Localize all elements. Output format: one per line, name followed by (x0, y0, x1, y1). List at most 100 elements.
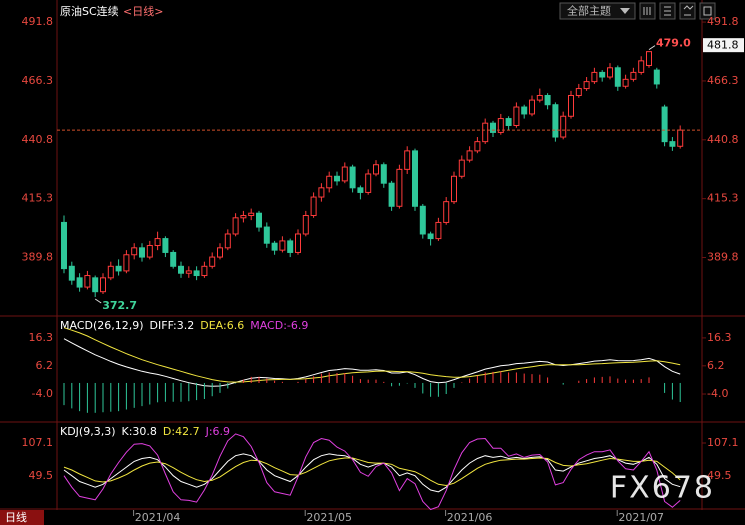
candle-body (482, 122, 489, 143)
legend-entry: MACD:-6.9 (250, 319, 308, 332)
y-tick-label: -4.0 (32, 387, 53, 400)
x-tick-label: 2021/05 (306, 511, 352, 524)
candle-body (474, 141, 481, 152)
candle-body (61, 221, 67, 270)
candle-body (115, 265, 122, 272)
candle-body (638, 60, 645, 73)
candle-body (263, 226, 270, 244)
candle-body (240, 215, 247, 219)
candle-body (139, 247, 145, 258)
candle-body (341, 166, 348, 182)
x-tick-label: 2021/07 (618, 511, 664, 524)
candle-body (583, 81, 590, 90)
indicator-title: MACD(26,12,9) (60, 319, 144, 332)
y-tick-label: -4.0 (707, 387, 728, 400)
candle-body (451, 175, 457, 203)
candle-body (170, 251, 177, 267)
candle-body (622, 78, 629, 87)
cursor-label-box (703, 38, 744, 53)
candle-body (232, 217, 239, 235)
y-tick-label: 415.3 (707, 192, 739, 205)
candle-body (388, 182, 395, 207)
indicator-line (63, 453, 681, 493)
y-tick-label: 16.3 (707, 331, 732, 344)
theme-button[interactable] (559, 2, 636, 20)
candle-body (646, 51, 652, 66)
candle-body (466, 150, 473, 161)
y-tick-label: 466.3 (707, 74, 739, 87)
candle-body (669, 141, 676, 147)
candle-body (295, 233, 301, 253)
candle-body (365, 173, 372, 193)
candle-body (107, 265, 114, 279)
candle-body (458, 159, 465, 177)
candle-body (513, 106, 520, 126)
candle-body (560, 115, 567, 138)
candle-body (310, 196, 317, 217)
candle-body (536, 94, 543, 101)
candle-body (443, 201, 450, 223)
candle-body (380, 164, 387, 184)
annotation-label: 479.0 (656, 37, 691, 50)
period-label[interactable]: <日线> (123, 4, 163, 18)
candle-body (653, 69, 660, 85)
candle-body (217, 247, 223, 258)
indicator-line (63, 433, 681, 511)
indicator-title: KDJ(9,3,3) (60, 425, 116, 438)
candle-body (607, 67, 613, 78)
y-tick-label: 6.2 (36, 359, 54, 372)
y-tick-label: 491.8 (22, 15, 54, 28)
candle-body (591, 71, 598, 83)
y-tick-label: 440.8 (707, 133, 739, 146)
candle-body (193, 270, 200, 277)
annotation-pointer (94, 298, 102, 304)
candle-body (490, 122, 496, 133)
period-tab[interactable] (0, 510, 44, 525)
candle-body (131, 247, 138, 256)
tool-button[interactable] (679, 2, 696, 20)
candle-body (326, 175, 333, 189)
candle-body (349, 166, 356, 189)
candle-body (412, 150, 418, 207)
candle-body (614, 67, 621, 87)
indicator-line (63, 327, 681, 383)
y-tick-label: 107.1 (22, 436, 54, 449)
legend-entry: D:42.7 (163, 425, 200, 438)
candle-body (256, 212, 262, 228)
indicator-line (63, 338, 681, 387)
legend-entry: DEA:6.6 (200, 319, 244, 332)
candle-body (661, 106, 668, 143)
annotation-label: 372.7 (102, 299, 137, 312)
candle-body (154, 238, 161, 247)
candle-body (146, 245, 153, 258)
candle-body (630, 71, 637, 80)
y-tick-label: 415.3 (22, 192, 54, 205)
chart-title: 原油SC连续 (60, 4, 119, 18)
candle-body (435, 221, 442, 240)
y-tick-label: 6.2 (707, 359, 725, 372)
candle-body (209, 256, 216, 267)
candle-body (162, 238, 169, 253)
x-tick-label: 2021/06 (447, 511, 493, 524)
candle-body (92, 277, 99, 293)
indicator-line (63, 457, 681, 487)
candle-body (302, 215, 309, 235)
cursor-label: 481.8 (707, 39, 739, 52)
candle-body (178, 265, 184, 274)
candle-body (248, 212, 255, 217)
candle-body (271, 242, 278, 251)
candle-body (287, 240, 294, 253)
candle-body (279, 240, 286, 251)
candle-body (404, 150, 411, 170)
candle-body (677, 129, 684, 147)
y-tick-label: 389.8 (22, 251, 54, 264)
legend-entry: K:30.8 (122, 425, 157, 438)
y-tick-label: 16.3 (29, 331, 54, 344)
dropdown-arrow (620, 8, 630, 14)
legend-entry: DIFF:3.2 (150, 319, 195, 332)
candle-body (505, 118, 512, 126)
period-tab-text: 日线 (5, 510, 27, 524)
candle-body (68, 265, 75, 281)
y-tick-label: 49.5 (29, 469, 54, 482)
